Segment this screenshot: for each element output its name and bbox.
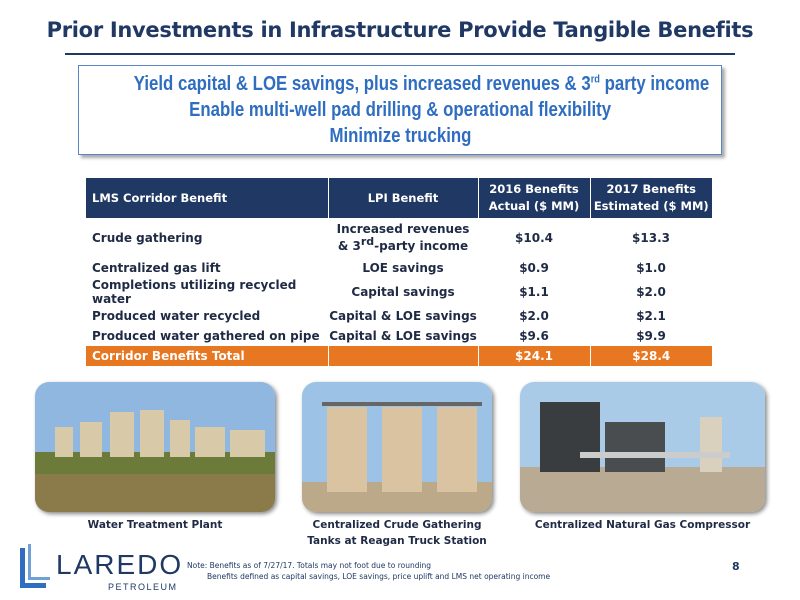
cell: $10.4: [515, 230, 553, 245]
photo-caption: Centralized Natural Gas Compressor: [520, 517, 765, 533]
cell: $2.1: [636, 309, 666, 323]
superscript: rd: [590, 73, 600, 86]
photo-art: [35, 382, 275, 512]
header-text: Actual ($ MM): [488, 199, 580, 213]
table-row: Centralized gas lift LOE savings $0.9 $1.0: [86, 258, 712, 278]
table-row: Crude gathering Increased revenues & 3rd-…: [86, 218, 712, 258]
caption-line: Centralized Crude Gathering: [312, 519, 482, 531]
caption-line: Centralized Natural Gas Compressor: [534, 519, 751, 531]
callout-text: Enable multi-well pad drilling & operati…: [189, 99, 611, 121]
cell: Centralized gas lift: [92, 261, 221, 275]
cell: Capital & LOE savings: [329, 329, 477, 343]
cell: Increased revenues & 3rd-party income: [328, 218, 478, 258]
cell: $0.9: [519, 261, 549, 275]
photo-art: [302, 382, 492, 512]
photo-compressor: [520, 382, 765, 512]
photo-caption: Centralized Crude Gathering Tanks at Reag…: [272, 517, 522, 549]
table-row: Completions utilizing recycled water Capi…: [86, 278, 712, 306]
cell-text: -party income: [374, 239, 469, 253]
cell: Completions utilizing recycled water: [92, 278, 297, 306]
cell: $2.0: [636, 285, 666, 299]
cell: Capital savings: [351, 285, 455, 299]
callout-box: Yield capital & LOE savings, plus increa…: [78, 65, 722, 155]
header-text: 2016 Benefits: [489, 182, 579, 196]
caption-line: Water Treatment Plant: [87, 519, 223, 531]
cell: $1.0: [636, 261, 666, 275]
column-header: 2016 Benefits Actual ($ MM): [477, 178, 590, 218]
photo-crude-tanks: [302, 382, 492, 512]
cell: Capital & LOE savings: [329, 309, 477, 323]
cell: $9.9: [636, 329, 666, 343]
cell: Produced water recycled: [92, 309, 261, 323]
logo-sub: PETROLEUM: [108, 582, 178, 592]
slide-title: Prior Investments in Infrastructure Prov…: [46, 18, 754, 42]
cell: $2.0: [519, 309, 549, 323]
photo-water-plant: [35, 382, 275, 512]
caption-line: Tanks at Reagan Truck Station: [307, 535, 487, 547]
header-text: LPI Benefit: [367, 190, 439, 205]
cell: $13.3: [632, 230, 670, 245]
cell: Produced water gathered on pipe: [92, 329, 320, 343]
note: Note: Benefits as of 7/27/17. Totals may…: [187, 561, 432, 570]
cell: [327, 346, 478, 366]
callout-text: Minimize trucking: [329, 125, 471, 147]
cell: $9.6: [519, 329, 549, 343]
cell: Crude gathering: [92, 230, 203, 245]
note: Benefits defined as capital savings, LOE…: [207, 572, 551, 581]
header-text: 2017 Benefits: [606, 182, 696, 196]
page-number: 8: [732, 560, 740, 573]
logo: LAREDO PETROLEUM: [20, 544, 183, 592]
cell: LOE savings: [362, 261, 444, 275]
cell: Corridor Benefits Total: [86, 346, 328, 366]
column-header: 2017 Benefits Estimated ($ MM): [589, 178, 712, 218]
notes: Note: Benefits as of 7/27/17. Totals may…: [187, 560, 550, 582]
logo-name: LAREDO: [56, 549, 183, 580]
photo-art: [520, 382, 765, 512]
callout-text: party income: [599, 73, 710, 95]
header-text: LMS Corridor Benefit: [92, 190, 228, 205]
cell: $24.1: [477, 346, 590, 366]
cell-text: Increased revenues: [336, 222, 470, 236]
photo-caption: Water Treatment Plant: [35, 517, 275, 533]
total-row: Corridor Benefits Total $24.1 $28.4: [86, 346, 712, 366]
table-row: Produced water recycled Capital & LOE sav…: [86, 306, 712, 326]
title-rule: [65, 53, 735, 55]
column-header: LMS Corridor Benefit: [86, 178, 328, 218]
superscript: rd: [360, 235, 375, 248]
cell-text: & 3: [337, 239, 361, 253]
callout-text: Yield capital & LOE savings, plus increa…: [133, 73, 591, 95]
table-row: Produced water gathered on pipe Capital &…: [86, 326, 712, 346]
cell: $1.1: [519, 285, 549, 299]
cell: $28.4: [589, 346, 712, 366]
column-header: LPI Benefit: [327, 178, 478, 218]
benefits-table: LMS Corridor Benefit LPI Benefit 2016 Bene…: [86, 178, 712, 366]
table-header: LMS Corridor Benefit LPI Benefit 2016 Bene…: [86, 178, 712, 218]
header-text: Estimated ($ MM): [593, 199, 709, 213]
